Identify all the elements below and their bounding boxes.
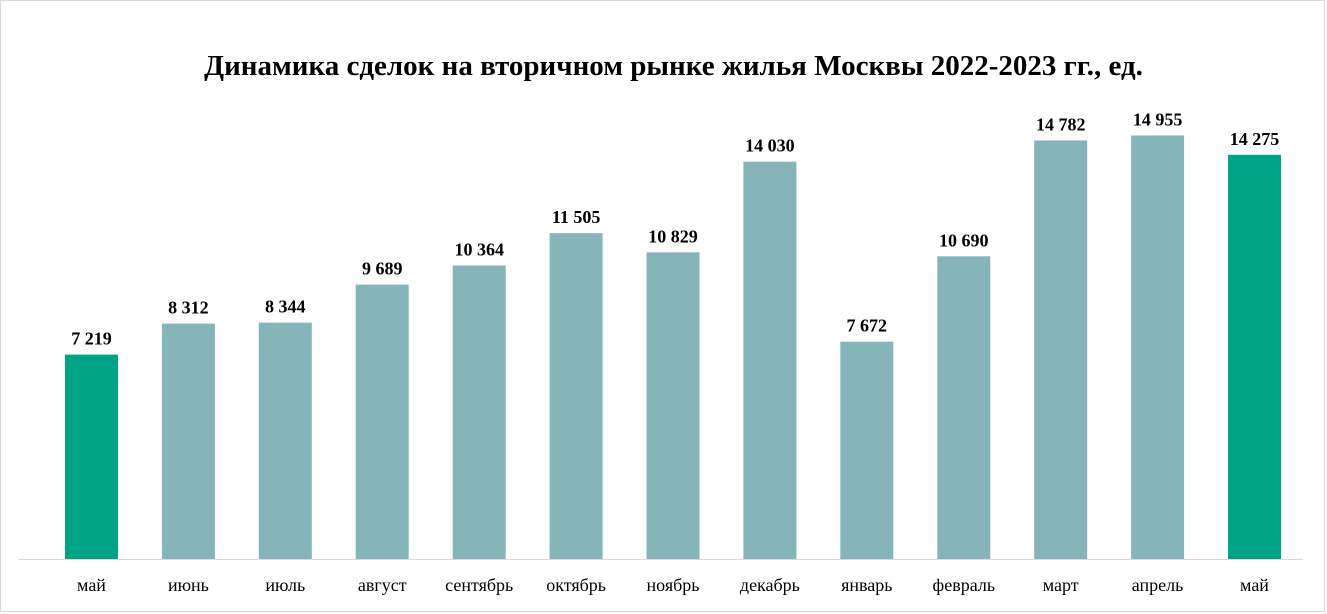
category-label-3: август xyxy=(358,575,407,595)
bar-8 xyxy=(840,341,894,559)
value-label-0: 7 219 xyxy=(71,329,112,349)
value-label-5: 11 505 xyxy=(552,207,601,227)
value-label-1: 8 312 xyxy=(168,298,209,318)
value-label-11: 14 955 xyxy=(1133,110,1183,130)
bar-4 xyxy=(452,265,506,559)
bar-6 xyxy=(646,252,700,560)
bar-1 xyxy=(161,323,215,559)
category-label-12: май xyxy=(1240,575,1269,595)
category-label-6: ноябрь xyxy=(647,575,700,595)
value-label-7: 14 030 xyxy=(745,136,795,156)
bar-12 xyxy=(1228,154,1281,560)
category-label-2: июль xyxy=(265,575,305,595)
category-label-5: октябрь xyxy=(546,575,606,595)
value-label-10: 14 782 xyxy=(1036,114,1086,134)
category-label-10: март xyxy=(1043,575,1079,595)
value-labels-group: 7 219 8 312 8 344 9 689 10 364 11 505 10 829 14… xyxy=(71,110,1279,349)
category-label-1: июнь xyxy=(168,575,209,595)
bar-2 xyxy=(258,322,312,559)
category-label-7: декабрь xyxy=(740,575,800,595)
bar-11 xyxy=(1131,135,1185,559)
category-labels-group: май июнь июль август сентябрь октябрь ноябрь де… xyxy=(77,575,1269,595)
bars-group xyxy=(65,135,1281,560)
value-label-3: 9 689 xyxy=(362,259,403,279)
category-label-4: сентябрь xyxy=(445,575,513,595)
value-label-12: 14 275 xyxy=(1230,129,1280,149)
bar-10 xyxy=(1034,140,1088,559)
bar-5 xyxy=(549,233,603,559)
value-label-4: 10 364 xyxy=(454,240,504,260)
value-label-8: 7 672 xyxy=(847,316,888,336)
category-label-0: май xyxy=(77,575,106,595)
value-label-9: 10 690 xyxy=(939,230,989,250)
category-label-8: январь xyxy=(841,575,892,595)
bar-7 xyxy=(743,161,797,559)
category-label-9: февраль xyxy=(933,575,996,595)
bar-9 xyxy=(937,256,991,559)
bar-0 xyxy=(65,354,118,559)
chart-title: Динамика сделок на вторичном рынке жилья… xyxy=(204,50,1143,82)
value-label-6: 10 829 xyxy=(648,226,698,246)
value-label-2: 8 344 xyxy=(265,297,306,317)
bar-3 xyxy=(355,284,409,559)
category-label-11: апрель xyxy=(1132,575,1184,595)
